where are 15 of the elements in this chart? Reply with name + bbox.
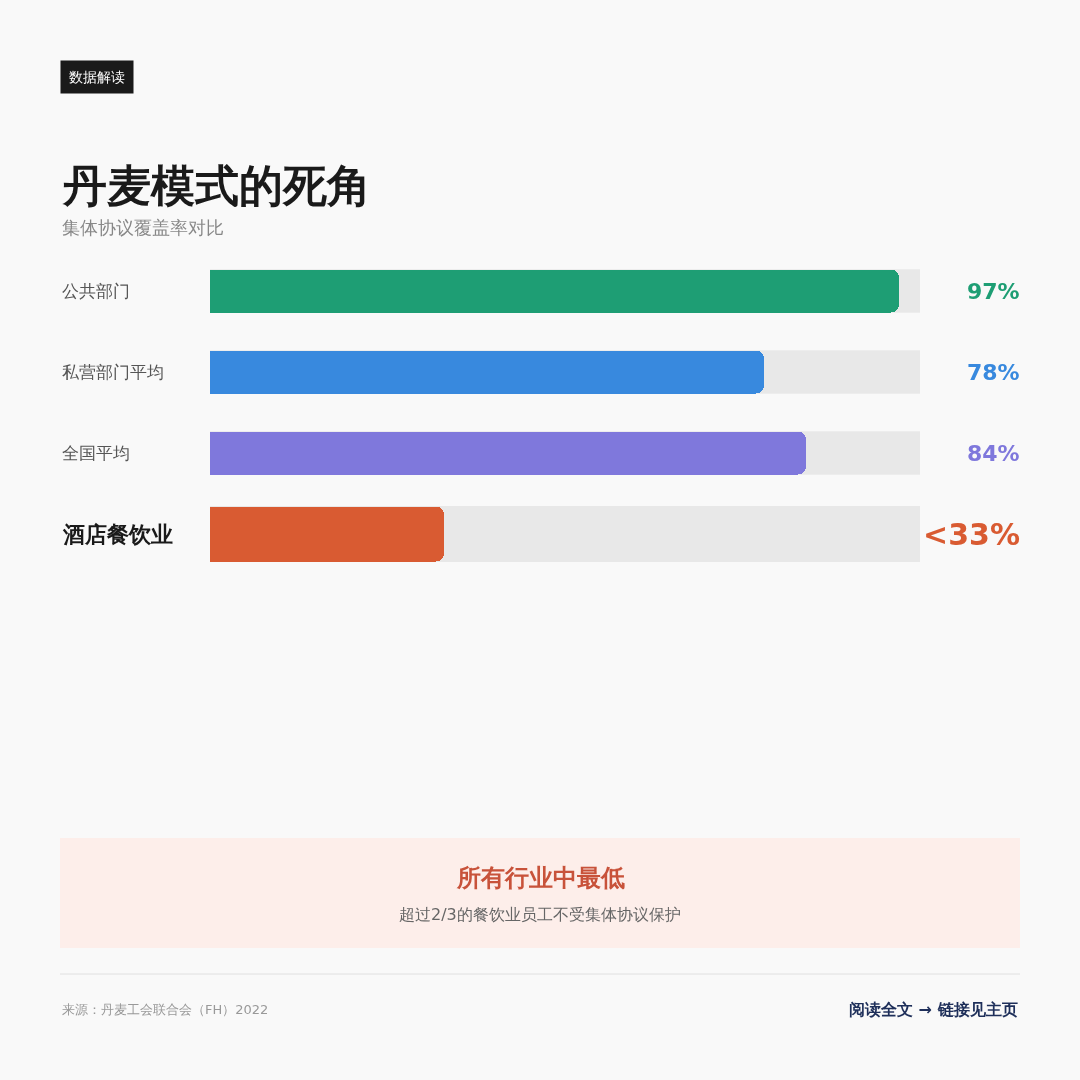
text: 阅读全文 → 链接见主页 [849, 1000, 1018, 1019]
data-label: 84% [967, 441, 1020, 466]
y-tick-label: 全国平均 [62, 443, 130, 463]
data-label: 78% [967, 360, 1020, 385]
text: 数据解读 [69, 69, 125, 85]
y-tick-label: 酒店餐饮业 [62, 522, 173, 547]
y-tick-label: 私营部门平均 [62, 362, 164, 382]
chart-subtitle: 集体协议覆盖率对比 [62, 217, 224, 238]
data-label: 97% [967, 279, 1020, 304]
text: 所有行业中最低 [456, 864, 625, 892]
data-label: <33% [923, 517, 1020, 552]
text: 超过2/3的餐饮业员工不受集体协议保护 [399, 905, 681, 924]
source-note: 来源：丹麦工会联合会（FH）2022 [62, 1002, 269, 1017]
y-tick-label: 公共部门 [62, 281, 130, 301]
chart-title: 丹麦模式的死角 [62, 160, 371, 211]
